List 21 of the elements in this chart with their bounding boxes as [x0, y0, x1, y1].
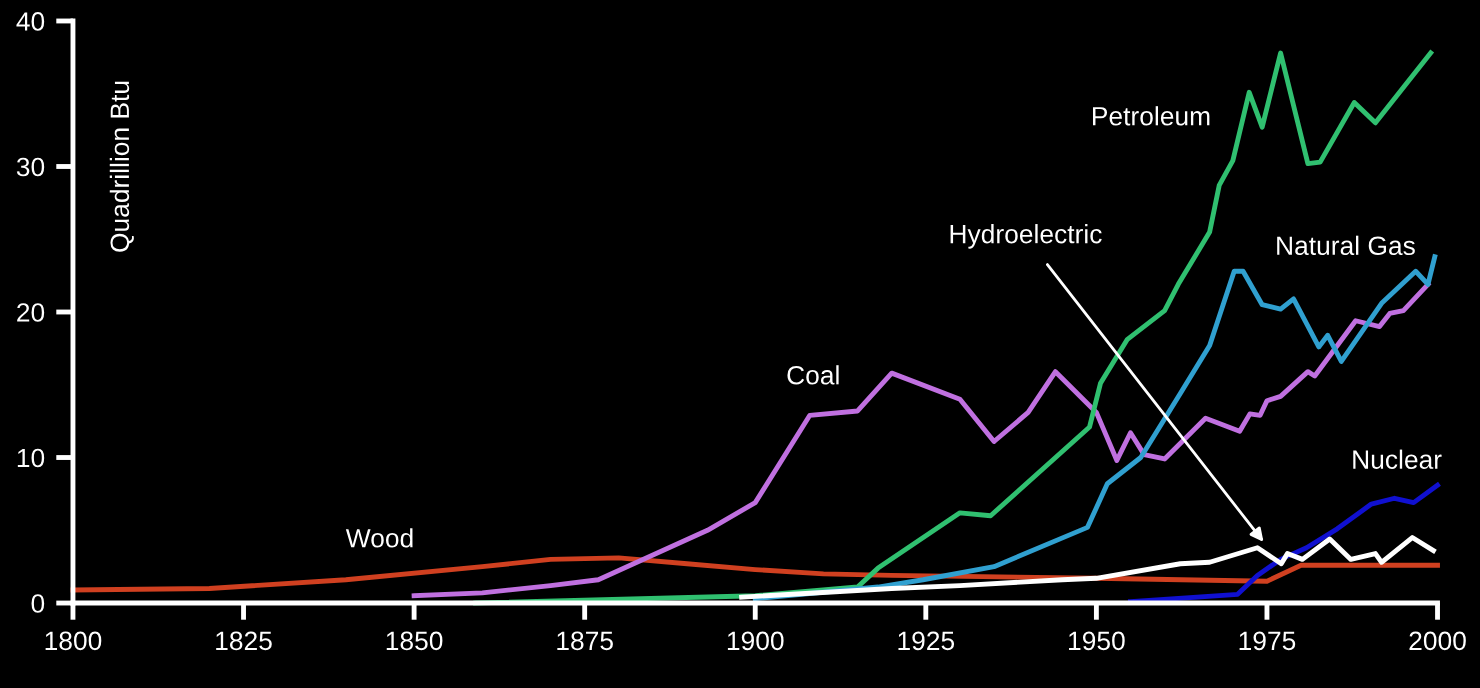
x-tick-label: 1900: [727, 631, 784, 651]
y-tick-label: 20: [17, 303, 45, 322]
x-tick-label: 1850: [386, 631, 443, 651]
x-tick-label: 1875: [557, 631, 613, 651]
series-label: Wood: [345, 528, 413, 548]
y-tick-label: 30: [16, 157, 45, 177]
series-label: Natural Gas: [1277, 235, 1415, 256]
y-tick-label: 40: [16, 12, 45, 31]
x-tick-label: 1950: [1069, 631, 1125, 651]
x-tick-label: 1925: [898, 631, 955, 651]
y-axis-title: Quadrillion Btu: [109, 81, 134, 252]
x-tick-label: 1825: [216, 631, 272, 651]
series-label: Nuclear: [1353, 449, 1442, 469]
text: Hydroelectric: [950, 224, 1102, 249]
y-tick-label: 0: [31, 594, 45, 613]
x-tick-label: 2000: [1409, 631, 1466, 651]
series-label: Petroleum: [1093, 106, 1210, 126]
y-tick-label: 10: [17, 448, 45, 468]
series-label: Coal: [787, 365, 839, 385]
x-tick-label: 1975: [1239, 631, 1296, 651]
x-tick-label: 1800: [45, 631, 102, 651]
